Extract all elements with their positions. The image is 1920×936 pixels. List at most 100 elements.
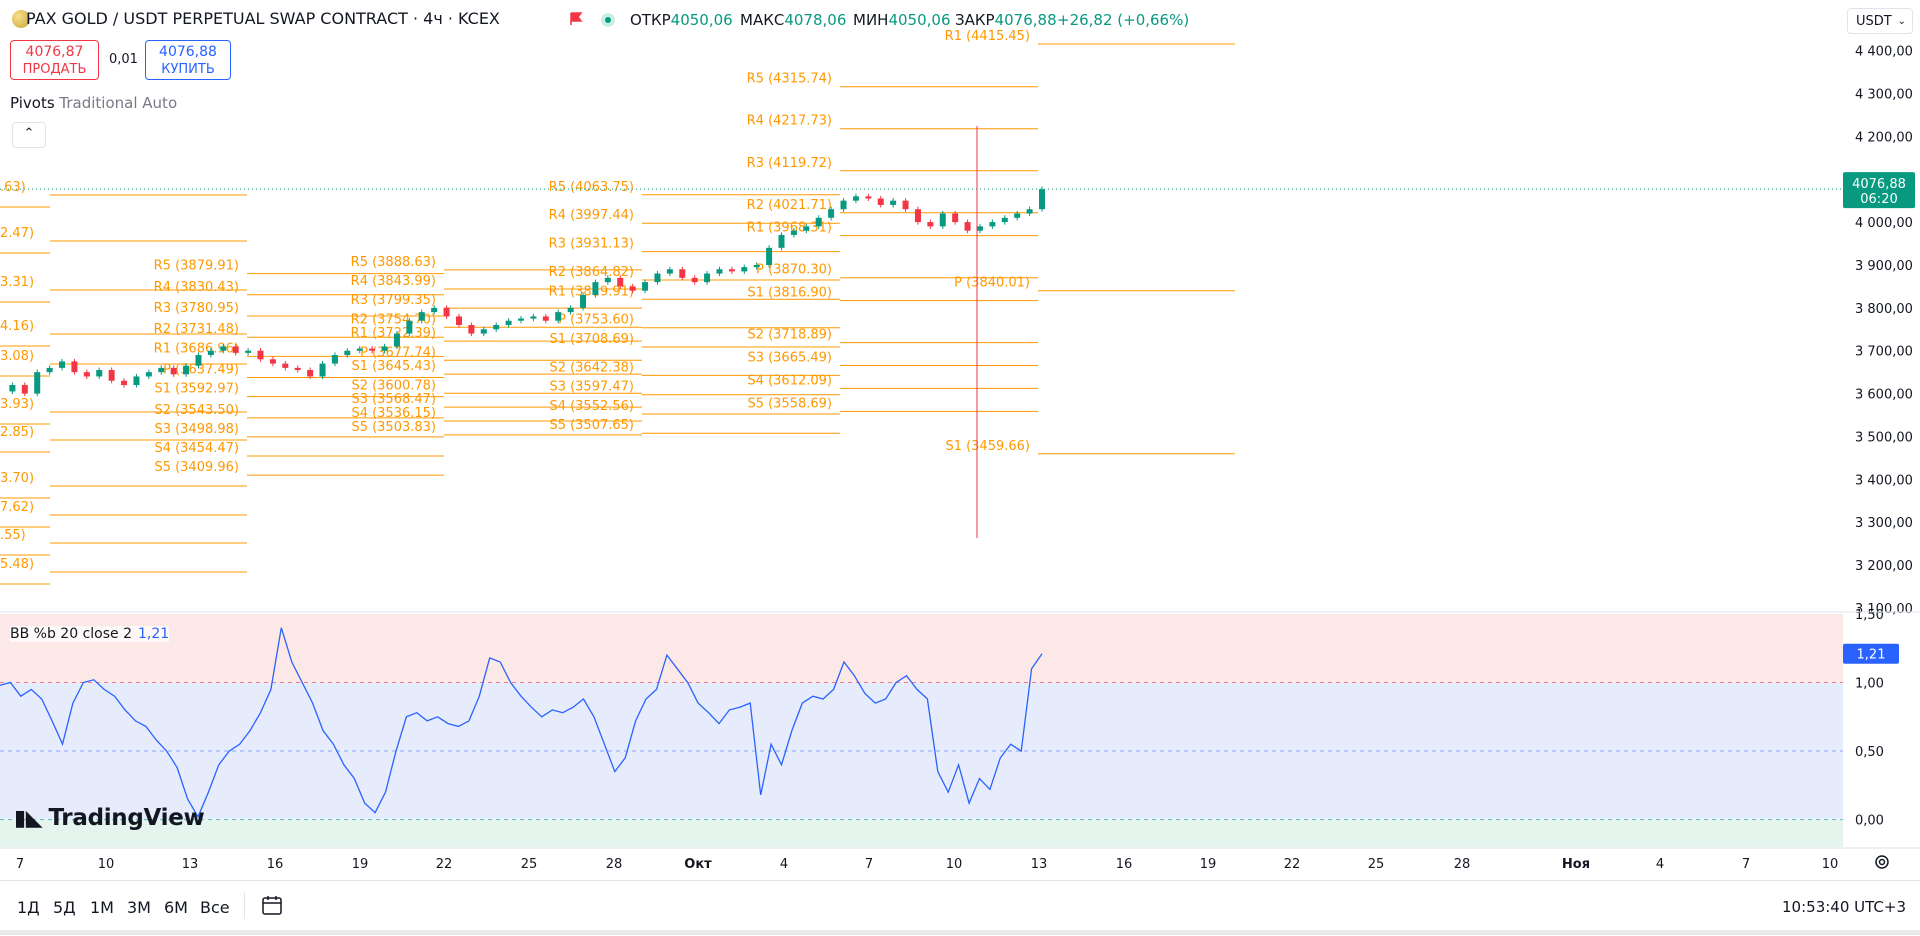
pivots-legend[interactable]: Pivots Traditional Auto: [10, 94, 177, 112]
calendar-icon[interactable]: [260, 893, 284, 917]
candle[interactable]: [1039, 189, 1045, 210]
candle[interactable]: [59, 361, 66, 368]
candle[interactable]: [418, 312, 425, 321]
range-6m-button[interactable]: 6М: [164, 898, 188, 917]
candle[interactable]: [431, 307, 438, 313]
candle[interactable]: [555, 312, 562, 321]
price-chart[interactable]: 3 100,00 3 200,00 3 300,00 3 400,00 3 500,00…: [0, 0, 1920, 880]
clock[interactable]: 10:53:40 UTC+3: [1782, 898, 1906, 916]
candle[interactable]: [642, 282, 649, 291]
candle[interactable]: [108, 370, 115, 381]
collapse-legend-button[interactable]: ⌃: [12, 122, 46, 148]
candle[interactable]: [976, 226, 983, 231]
candle[interactable]: [369, 348, 376, 351]
candle[interactable]: [679, 269, 686, 278]
candle[interactable]: [331, 355, 338, 364]
candle[interactable]: [83, 372, 90, 377]
candle[interactable]: [604, 277, 611, 283]
candle[interactable]: [629, 286, 636, 291]
candle[interactable]: [964, 222, 971, 231]
candle[interactable]: [71, 361, 78, 373]
candle[interactable]: [46, 367, 53, 373]
candle[interactable]: [406, 320, 413, 334]
candle[interactable]: [1014, 213, 1021, 218]
candle[interactable]: [716, 269, 723, 274]
candle[interactable]: [902, 200, 909, 210]
range-3m-button[interactable]: 3М: [127, 898, 151, 917]
candle[interactable]: [530, 316, 537, 319]
candle[interactable]: [245, 350, 252, 353]
candle[interactable]: [121, 380, 128, 386]
gear-icon[interactable]: [1872, 852, 1892, 872]
range-all-button[interactable]: Все: [200, 898, 230, 917]
range-1d-button[interactable]: 1Д: [17, 898, 40, 917]
candle[interactable]: [381, 346, 388, 351]
candle[interactable]: [654, 273, 661, 283]
candle[interactable]: [877, 198, 884, 205]
flag-icon[interactable]: [569, 12, 583, 26]
candle[interactable]: [443, 307, 450, 317]
candle[interactable]: [542, 316, 549, 321]
candle[interactable]: [989, 222, 996, 227]
candle[interactable]: [493, 325, 500, 330]
candle[interactable]: [307, 370, 314, 377]
candle[interactable]: [927, 222, 934, 227]
range-1m-button[interactable]: 1М: [90, 898, 114, 917]
candle[interactable]: [455, 316, 462, 325]
candle[interactable]: [592, 282, 599, 295]
candle[interactable]: [1001, 217, 1008, 223]
candle[interactable]: [518, 318, 524, 321]
candle[interactable]: [790, 230, 797, 235]
candle[interactable]: [183, 365, 190, 375]
candle[interactable]: [766, 247, 773, 265]
candle[interactable]: [34, 372, 41, 394]
buy-button[interactable]: 4076,88 КУПИТЬ: [145, 40, 231, 80]
candle[interactable]: [840, 200, 847, 210]
candle[interactable]: [728, 269, 735, 272]
sell-button[interactable]: 4076,87 ПРОДАТЬ: [10, 40, 99, 80]
candle[interactable]: [890, 200, 897, 205]
candle[interactable]: [220, 346, 227, 351]
bb-legend[interactable]: BB %b 20 close 2 1,21: [10, 626, 170, 642]
candle[interactable]: [282, 363, 289, 368]
candle[interactable]: [232, 346, 239, 353]
candle[interactable]: [356, 348, 363, 351]
candle[interactable]: [852, 196, 859, 201]
candle[interactable]: [580, 294, 587, 308]
candle[interactable]: [480, 329, 487, 334]
candle[interactable]: [1026, 209, 1033, 214]
candle[interactable]: [828, 209, 835, 218]
candle[interactable]: [567, 307, 574, 313]
candle[interactable]: [133, 376, 140, 386]
candle[interactable]: [865, 196, 872, 199]
candle[interactable]: [914, 209, 921, 223]
tradingview-logo[interactable]: ▮◣ TradingView: [14, 805, 205, 831]
candle[interactable]: [505, 320, 512, 325]
candle[interactable]: [952, 213, 959, 223]
market-status-icon[interactable]: [601, 13, 615, 27]
candle[interactable]: [207, 350, 214, 356]
candle[interactable]: [468, 325, 475, 334]
candle[interactable]: [9, 385, 16, 392]
candle[interactable]: [815, 217, 822, 227]
candle[interactable]: [691, 277, 698, 283]
symbol-title[interactable]: PAX GOLD / USDT PERPETUAL SWAP CONTRACT …: [26, 9, 500, 28]
range-5d-button[interactable]: 5Д: [53, 898, 76, 917]
candle[interactable]: [704, 273, 711, 283]
currency-select[interactable]: USDT ⌄: [1847, 8, 1913, 34]
candle[interactable]: [170, 367, 177, 375]
candle[interactable]: [269, 359, 276, 364]
candle[interactable]: [393, 333, 400, 347]
candle[interactable]: [195, 355, 202, 366]
candle[interactable]: [939, 213, 946, 227]
paxg-coin-icon[interactable]: [12, 10, 30, 28]
candle[interactable]: [778, 234, 785, 248]
candle[interactable]: [96, 370, 103, 377]
candle[interactable]: [617, 277, 624, 287]
candle[interactable]: [344, 350, 351, 356]
candle[interactable]: [257, 350, 264, 360]
candle[interactable]: [294, 367, 301, 371]
candle[interactable]: [803, 226, 810, 231]
candle[interactable]: [741, 267, 748, 272]
candle[interactable]: [319, 363, 326, 377]
